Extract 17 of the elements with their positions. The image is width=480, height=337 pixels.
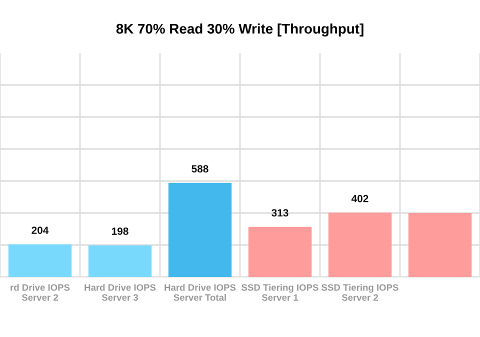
bar	[168, 182, 232, 277]
bar	[88, 245, 152, 277]
x-tick-label: rd Drive IOPS Server 2	[10, 284, 70, 301]
data-label: 402	[351, 194, 368, 202]
data-label: 313	[272, 209, 288, 217]
bar	[328, 212, 392, 277]
data-label: 204	[32, 226, 49, 234]
x-tick-label: Hard Drive IOPS Server Total	[164, 284, 236, 301]
data-label: 198	[112, 228, 128, 235]
x-tick-label: Hard Drive IOPS Server 3	[84, 284, 156, 301]
bar	[408, 213, 472, 277]
bar	[8, 244, 72, 277]
chart-title: 8K 70% Read 30% Write [Throughput]	[116, 23, 364, 37]
x-tick-label: SSD Tiering IOPS Server 1	[242, 284, 318, 301]
x-tick-label: SSD Tiering IOPS Server 2	[322, 284, 398, 301]
data-label: 588	[192, 165, 208, 173]
bar	[248, 226, 312, 277]
